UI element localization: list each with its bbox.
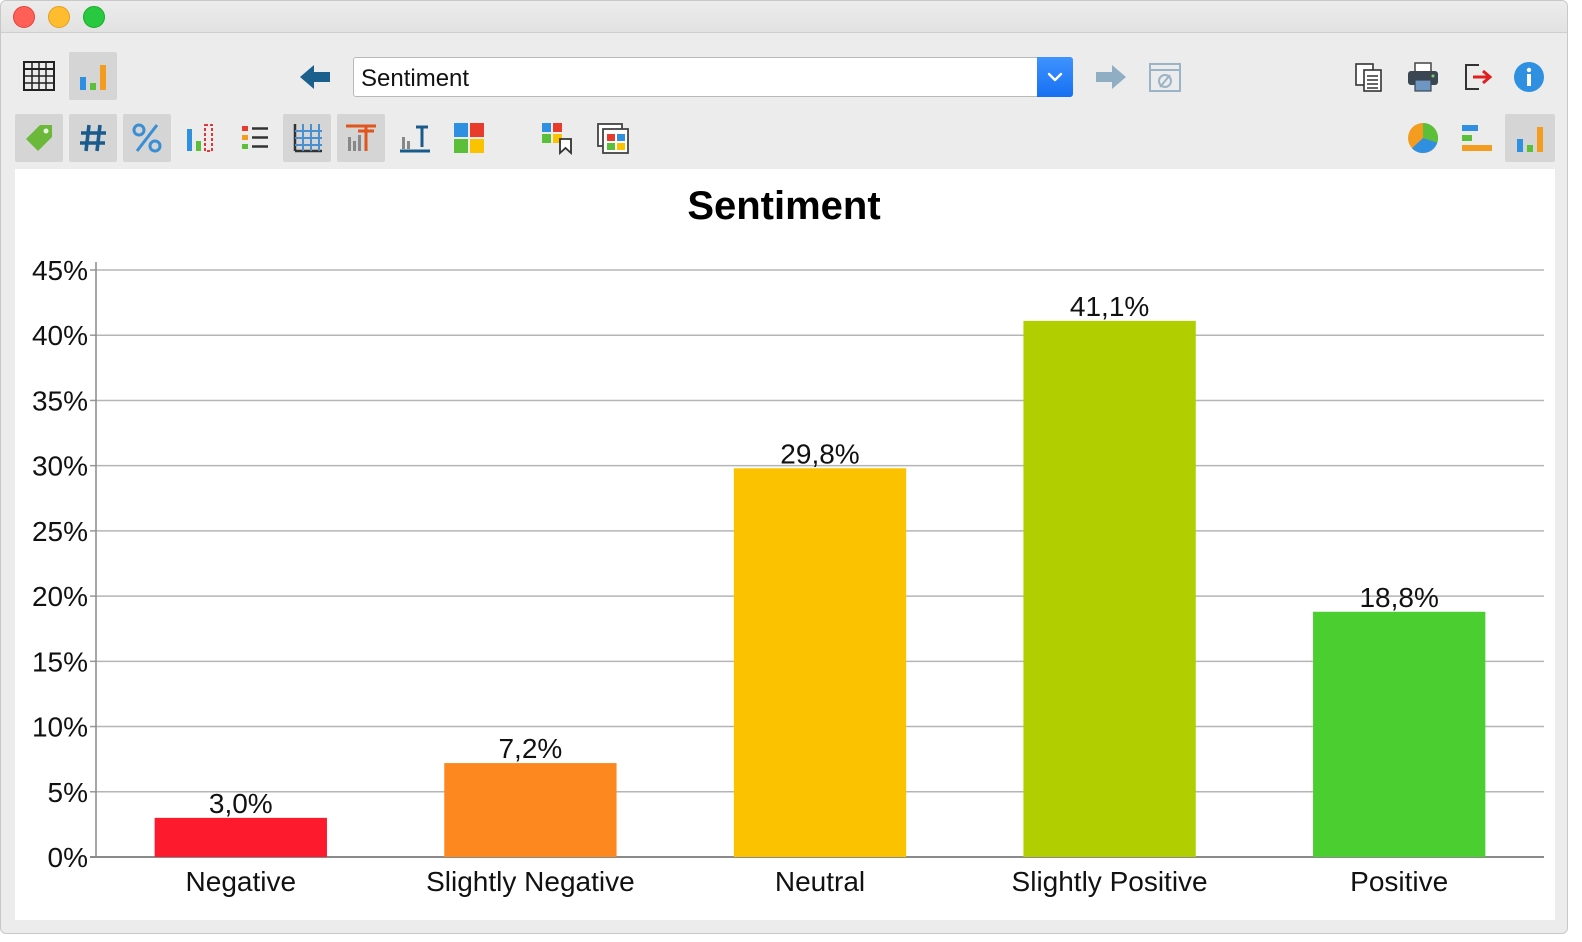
missing-values-toggle[interactable] — [177, 114, 225, 162]
previous-variable-button[interactable] — [293, 57, 337, 97]
multiple-windows-button[interactable] — [589, 114, 637, 162]
bar-value-label: 18,8% — [1359, 582, 1438, 613]
arrow-left-icon — [300, 65, 330, 89]
zoom-window-button[interactable] — [83, 6, 105, 28]
variable-select[interactable]: Sentiment — [353, 57, 1073, 97]
horizontal-bar-chart-icon — [1462, 125, 1492, 151]
bar — [1313, 611, 1486, 857]
axis-title-toggle[interactable] — [391, 114, 439, 162]
bar-value-label: 29,8% — [780, 438, 859, 469]
percent-icon — [132, 123, 162, 153]
y-tick-label: 25% — [32, 516, 88, 547]
y-tick-label: 35% — [32, 385, 88, 416]
print-button[interactable] — [1401, 57, 1445, 97]
y-tick-label: 30% — [32, 451, 88, 482]
x-category-label: Negative — [186, 866, 297, 897]
show-percent-toggle[interactable] — [123, 114, 171, 162]
color-scheme-icon — [542, 123, 572, 155]
table-view-button[interactable] — [15, 52, 63, 100]
x-category-label: Slightly Positive — [1012, 866, 1208, 897]
value-labels-toggle[interactable] — [15, 114, 63, 162]
x-category-label: Positive — [1350, 866, 1448, 897]
title-bar — [1, 1, 1567, 33]
bar-value-label: 3,0% — [209, 788, 273, 819]
multiple-windows-icon — [597, 123, 629, 154]
x-category-label: Slightly Negative — [426, 866, 635, 897]
bar — [444, 763, 617, 857]
bar — [154, 817, 327, 857]
next-variable-button[interactable] — [1089, 57, 1133, 97]
color-tiles-button[interactable] — [445, 114, 493, 162]
bar — [1023, 320, 1196, 857]
chart-title: Sentiment — [687, 184, 880, 228]
tag-icon — [26, 125, 52, 151]
gridlines-toggle[interactable] — [283, 114, 331, 162]
chart-title-icon — [346, 124, 376, 151]
horizontal-bar-chart-button[interactable] — [1453, 114, 1501, 162]
bar-value-label: 7,2% — [498, 733, 562, 764]
info-icon — [1514, 62, 1544, 92]
copy-button[interactable] — [1347, 57, 1391, 97]
y-tick-label: 40% — [32, 320, 88, 351]
color-scheme-button[interactable] — [533, 114, 581, 162]
show-counts-toggle[interactable] — [69, 114, 117, 162]
y-tick-label: 45% — [32, 255, 88, 286]
filter-button[interactable] — [1143, 57, 1187, 97]
info-button[interactable] — [1507, 57, 1551, 97]
export-button[interactable] — [1455, 57, 1499, 97]
bar-chart: Sentiment 0% 5% 10% 15% 20% 25% 30% 35% 40% 45% 3,0… — [32, 184, 1544, 897]
copy-icon — [1355, 63, 1382, 92]
vertical-bar-chart-icon — [1517, 127, 1543, 152]
missing-values-icon — [187, 124, 213, 152]
pie-chart-button[interactable] — [1399, 114, 1447, 162]
x-category-label: Neutral — [775, 866, 865, 897]
bar-value-label: 41,1% — [1070, 291, 1149, 322]
print-icon — [1408, 62, 1438, 92]
variable-select-dropdown-button[interactable] — [1037, 57, 1073, 97]
chart-panel: Sentiment 0% 5% 10% 15% 20% 25% 30% 35% 40% 45% 3,0… — [15, 169, 1555, 920]
color-tiles-icon — [454, 123, 484, 153]
legend-toggle[interactable] — [231, 114, 279, 162]
variable-select-value: Sentiment — [361, 65, 470, 92]
chart-view-button[interactable] — [69, 52, 117, 100]
vertical-bar-chart-button[interactable] — [1505, 114, 1555, 162]
pie-chart-icon — [1408, 122, 1439, 154]
chart-title-toggle[interactable] — [337, 114, 385, 162]
y-tick-label: 15% — [32, 646, 88, 677]
y-tick-label: 10% — [32, 712, 88, 743]
chart-view-icon — [80, 65, 106, 90]
axis-title-icon — [400, 125, 430, 153]
legend-list-icon — [242, 126, 268, 149]
export-icon — [1465, 64, 1493, 90]
chevron-down-icon — [1047, 72, 1063, 82]
gridlines-icon — [293, 124, 322, 153]
y-tick-label: 20% — [32, 581, 88, 612]
close-window-button[interactable] — [13, 6, 35, 28]
y-tick-label: 0% — [48, 842, 88, 873]
minimize-window-button[interactable] — [48, 6, 70, 28]
y-tick-label: 5% — [48, 777, 88, 808]
filter-off-icon — [1149, 63, 1181, 92]
table-view-icon — [23, 61, 55, 91]
arrow-right-icon — [1096, 65, 1126, 89]
hash-icon — [80, 124, 106, 152]
bar — [733, 468, 907, 857]
